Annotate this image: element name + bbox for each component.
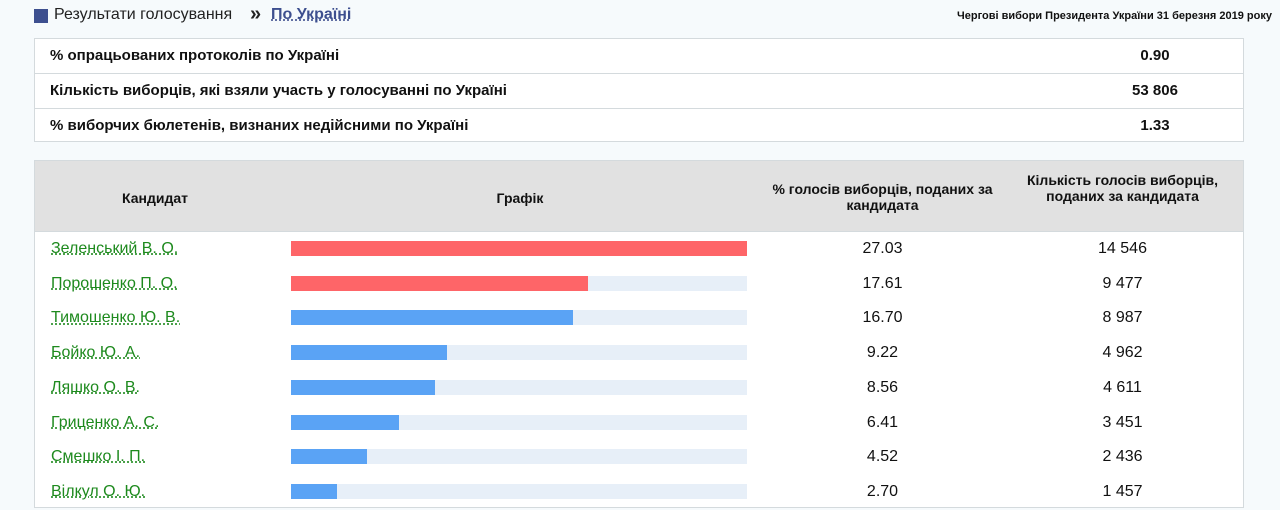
vote-count: 2 436: [1102, 448, 1143, 466]
percent-value: 27.03: [862, 240, 903, 257]
summary-value: 0.90: [1140, 47, 1170, 64]
candidate-row: Зеленський В. О. 27.03 14 546: [35, 232, 1243, 267]
bar-fill: [291, 241, 747, 256]
vote-count: 4 962: [1102, 344, 1143, 362]
candidate-link[interactable]: Ляшко О. В.: [51, 378, 140, 396]
summary-value: 53 806: [1132, 82, 1178, 99]
bar-track: [291, 275, 747, 291]
results-table: Кандидат Графік % голосів виборців, пода…: [34, 160, 1244, 508]
candidate-row: Гриценко А. С. 6.41 3 451: [35, 406, 1243, 441]
candidate-link[interactable]: Гриценко А. С.: [51, 413, 160, 431]
bar-track: [291, 379, 747, 395]
header-count: Кількість голосів виборців, поданих за к…: [1026, 172, 1219, 204]
percent-value: 8.56: [866, 378, 899, 396]
candidate-link[interactable]: Бойко Ю. А.: [51, 344, 141, 362]
candidate-row: Тимошенко Ю. В. 16.70 8 987: [35, 301, 1243, 336]
percent-value: 17.61: [862, 274, 903, 292]
header-graph: Графік: [496, 190, 544, 206]
percent-value: 9.22: [866, 344, 899, 362]
candidate-link[interactable]: Вілкул О. Ю.: [51, 482, 146, 500]
breadcrumb-separator-icon: »: [250, 3, 262, 25]
header-candidate: Кандидат: [122, 190, 188, 206]
bar-fill: [291, 345, 447, 361]
summary-table: % опрацьованих протоколів по Україні 0.9…: [34, 38, 1244, 142]
summary-row-processed: % опрацьованих протоколів по Україні 0.9…: [35, 39, 1243, 73]
candidate-link[interactable]: Порошенко П. О.: [51, 274, 178, 292]
summary-label: Кількість виборців, які взяли участь у г…: [50, 82, 507, 99]
summary-value: 1.33: [1140, 117, 1170, 134]
bar-fill: [291, 275, 588, 291]
bar-fill: [291, 310, 573, 326]
bar-track: [291, 345, 747, 361]
bar-track: [291, 449, 747, 465]
header-percent: % голосів виборців, поданих за кандидата: [772, 181, 993, 213]
summary-row-turnout: Кількість виборців, які взяли участь у г…: [35, 73, 1243, 108]
percent-value: 16.70: [862, 309, 903, 327]
summary-row-invalid: % виборчих бюлетенів, визнаних недійсним…: [35, 108, 1243, 143]
bar-fill: [291, 414, 399, 430]
bar-track: [291, 310, 747, 326]
vote-count: 1 457: [1102, 482, 1143, 500]
summary-label: % опрацьованих протоколів по Україні: [50, 47, 340, 64]
bar-fill: [291, 379, 435, 395]
candidate-row: Вілкул О. Ю. 2.70 1 457: [35, 475, 1243, 510]
election-title: Чергові вибори Президента України 31 бер…: [957, 10, 1272, 22]
candidate-link[interactable]: Зеленський В. О.: [51, 240, 179, 257]
results-header: Кандидат Графік % голосів виборців, пода…: [35, 161, 1243, 232]
section-square-icon: [34, 9, 48, 23]
vote-count: 9 477: [1102, 274, 1143, 292]
bar-fill: [291, 483, 337, 499]
vote-count: 14 546: [1098, 240, 1147, 257]
bar-track: [291, 414, 747, 430]
percent-value: 6.41: [866, 413, 899, 431]
bar-track: [291, 483, 747, 499]
candidate-row: Бойко Ю. А. 9.22 4 962: [35, 336, 1243, 371]
summary-label: % виборчих бюлетенів, визнаних недійсним…: [50, 117, 469, 134]
bar-fill: [291, 449, 367, 465]
breadcrumb-root: Результати голосування: [54, 6, 233, 23]
candidate-link[interactable]: Тимошенко Ю. В.: [51, 309, 181, 327]
header-bar: Результати голосування » По Україні Черг…: [0, 0, 1280, 32]
vote-count: 8 987: [1102, 309, 1143, 327]
candidate-row: Ляшко О. В. 8.56 4 611: [35, 371, 1243, 406]
breadcrumb-link-ukraine[interactable]: По Україні: [271, 6, 352, 23]
percent-value: 2.70: [866, 482, 899, 500]
candidate-link[interactable]: Смешко І. П.: [51, 448, 146, 466]
percent-value: 4.52: [866, 448, 899, 466]
candidate-row: Порошенко П. О. 17.61 9 477: [35, 267, 1243, 302]
candidate-row: Смешко І. П. 4.52 2 436: [35, 440, 1243, 475]
vote-count: 4 611: [1103, 378, 1142, 396]
vote-count: 3 451: [1102, 413, 1143, 431]
bar-track: [291, 241, 747, 256]
